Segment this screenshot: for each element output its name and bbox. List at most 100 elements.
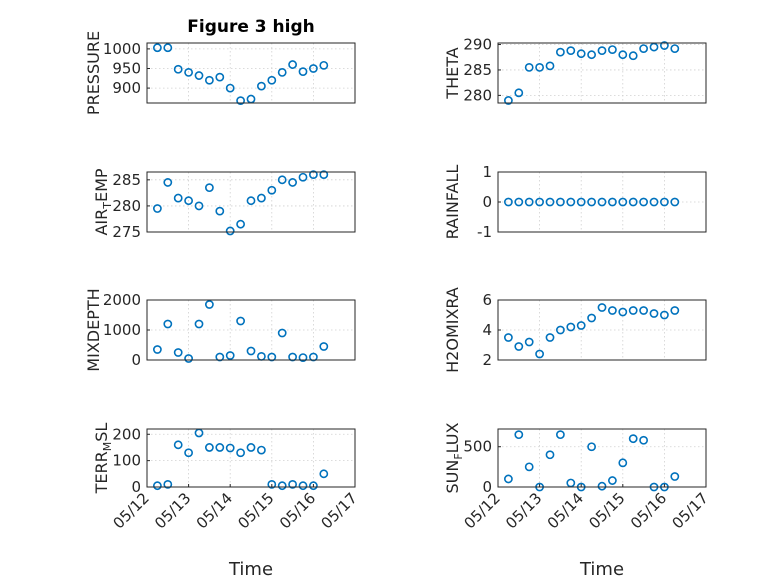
data-point	[163, 43, 173, 53]
data-point	[597, 303, 607, 312]
data-point	[277, 328, 287, 338]
data-point	[503, 197, 513, 207]
data-point	[670, 197, 680, 207]
data-point	[308, 170, 318, 180]
data-point	[236, 448, 245, 458]
subplot-terr-msl: 2001000TERRMSL05/1205/1305/1405/1505/160…	[92, 423, 361, 580]
data-point	[204, 300, 214, 309]
data-point	[267, 352, 277, 362]
data-point	[639, 197, 648, 207]
data-point	[152, 43, 162, 53]
x-tick-label: 05/16	[276, 489, 319, 532]
data-point	[514, 197, 524, 207]
data-point	[194, 71, 204, 80]
data-point	[660, 41, 669, 50]
data-point	[545, 197, 555, 207]
y-axis-label: H2OMIXRA	[443, 287, 462, 373]
data-point	[566, 46, 576, 56]
data-point	[503, 96, 513, 105]
data-point	[535, 63, 544, 72]
data-point	[545, 450, 555, 460]
data-point	[298, 67, 308, 77]
data-point	[184, 68, 193, 77]
subplot-rainfall: 1 0 -1 RAINFALL	[443, 163, 707, 241]
data-point	[628, 51, 638, 61]
y-tick-label: 6	[482, 291, 492, 309]
data-point	[319, 342, 329, 351]
data-point	[152, 345, 162, 354]
axes-frame	[146, 428, 356, 488]
data-point	[277, 175, 287, 185]
data-point	[236, 96, 245, 106]
data-point	[587, 442, 596, 452]
data-point	[246, 196, 256, 206]
x-tick-label: 05/13	[151, 489, 194, 532]
data-point	[225, 226, 235, 236]
y-tick-label: 100	[112, 452, 141, 470]
x-tick-label: 05/15	[234, 489, 277, 532]
data-point	[660, 197, 669, 207]
data-point	[503, 333, 513, 342]
data-point	[225, 443, 235, 453]
data-point	[256, 445, 266, 455]
y-tick-label: 285	[112, 171, 141, 189]
x-axis-label: Time	[579, 559, 624, 580]
data-point	[319, 170, 329, 180]
data-point	[628, 197, 638, 207]
data-point	[576, 49, 586, 59]
data-point	[503, 474, 513, 484]
y-axis-label: PRESSURE	[84, 31, 103, 115]
data-point	[597, 481, 607, 491]
data-point	[649, 197, 659, 207]
y-tick-label: 2	[482, 351, 492, 369]
data-point	[597, 197, 607, 207]
data-point	[288, 352, 297, 362]
data-point	[277, 68, 287, 77]
data-point	[173, 348, 183, 357]
y-tick-label: 4	[482, 321, 492, 339]
x-tick-label: 05/17	[669, 489, 712, 532]
y-axis-label: AIRTEMP	[92, 168, 114, 235]
y-axis-label: SUNFLUX	[443, 422, 465, 493]
data-point	[660, 310, 669, 320]
subplot-h2omixra: 6 4 2 H2OMIXRA	[443, 287, 707, 373]
axes-frame	[497, 42, 707, 104]
data-point	[204, 75, 214, 85]
data-point	[608, 45, 617, 55]
y-axis-label: THETA	[443, 47, 462, 99]
data-point	[256, 81, 266, 91]
data-point	[308, 64, 318, 73]
data-point	[576, 197, 586, 207]
data-point	[514, 430, 524, 440]
data-point	[535, 349, 544, 359]
data-point	[556, 47, 565, 57]
plot-area	[147, 429, 355, 487]
data-point	[152, 204, 162, 213]
data-point	[225, 83, 235, 93]
x-tick-label: 05/16	[627, 489, 670, 532]
data-point	[608, 197, 617, 207]
data-point	[277, 481, 287, 491]
y-tick-label: 275	[112, 223, 141, 241]
y-tick-label: 290	[463, 36, 492, 54]
y-axis-label: MIXDEPTH	[84, 288, 103, 371]
data-point	[194, 319, 204, 329]
y-tick-label: -1	[477, 223, 492, 241]
data-point	[649, 309, 659, 318]
x-tick-label: 05/15	[585, 489, 628, 532]
plot-area	[498, 429, 706, 487]
x-tick-label: 05/13	[502, 489, 545, 532]
data-point	[319, 60, 329, 70]
data-point	[267, 185, 277, 195]
y-axis-label: RAINFALL	[443, 165, 462, 240]
data-point	[670, 44, 680, 53]
data-point	[215, 72, 225, 82]
data-point	[670, 472, 680, 481]
data-point	[184, 448, 193, 458]
subplot-mixdepth: 2000 1000 0 MIXDEPTH	[84, 288, 356, 372]
data-point	[514, 342, 524, 351]
data-point	[319, 469, 329, 479]
data-point	[587, 313, 596, 323]
